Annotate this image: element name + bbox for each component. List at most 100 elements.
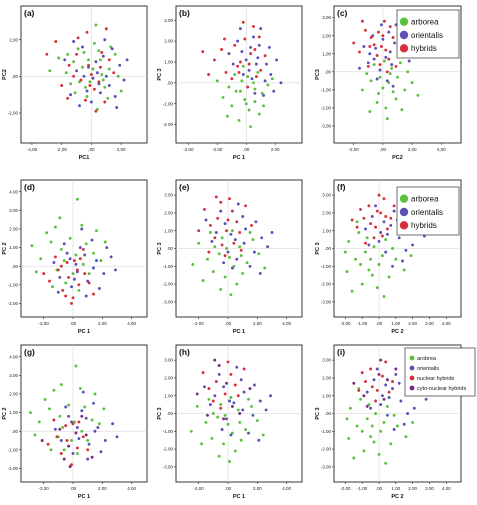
x-tick-label: 4.00 <box>282 486 291 491</box>
data-point <box>67 275 71 279</box>
data-point <box>236 64 240 68</box>
data-point <box>42 272 46 276</box>
data-point <box>239 248 243 252</box>
data-point <box>384 55 388 59</box>
legend-marker <box>409 355 415 361</box>
x-tick-label: .00 <box>243 147 250 152</box>
data-point <box>92 251 95 255</box>
data-point <box>227 85 231 89</box>
data-point <box>355 225 359 229</box>
data-point <box>80 414 84 418</box>
y-axis-label: PC 3 <box>315 407 321 419</box>
data-point <box>377 452 381 456</box>
x-tick-label: -4,00 <box>27 147 38 152</box>
data-point <box>72 74 76 78</box>
data-point <box>97 49 101 53</box>
data-point <box>252 81 255 85</box>
legend-label: hybrids <box>411 44 437 53</box>
data-point <box>397 381 401 385</box>
data-point <box>393 41 397 45</box>
data-point <box>264 408 268 412</box>
data-point <box>201 50 205 54</box>
data-point <box>254 220 258 224</box>
data-point <box>394 257 398 261</box>
data-point <box>375 77 379 81</box>
data-point <box>237 118 241 122</box>
data-point <box>262 104 266 108</box>
data-point <box>402 422 406 426</box>
x-tick-label: -4.00 <box>183 147 194 152</box>
data-point <box>71 422 75 426</box>
data-point <box>37 420 41 424</box>
data-point <box>81 435 85 439</box>
data-point <box>235 220 239 224</box>
data-point <box>402 268 406 272</box>
data-point <box>382 197 386 201</box>
series-hybrids <box>350 193 396 245</box>
data-point <box>389 223 393 227</box>
data-point <box>68 465 72 469</box>
data-point <box>78 104 81 108</box>
data-point <box>81 45 84 49</box>
data-point <box>230 209 234 213</box>
series-orientalis <box>227 27 283 97</box>
data-point <box>252 25 255 28</box>
data-point <box>350 289 354 293</box>
data-point <box>100 73 104 76</box>
data-point <box>380 254 384 258</box>
data-point <box>362 394 366 398</box>
data-point <box>267 45 271 49</box>
data-point <box>250 223 253 227</box>
data-point <box>352 41 356 45</box>
series-orientalis <box>204 202 274 275</box>
data-point <box>256 70 260 74</box>
data-point <box>388 25 392 29</box>
data-point <box>235 282 239 286</box>
y-tick-label: -3.00 <box>163 299 174 304</box>
data-point <box>233 449 237 453</box>
data-point <box>203 207 206 211</box>
data-point <box>400 108 404 112</box>
data-point <box>34 270 38 274</box>
data-point <box>104 74 108 78</box>
data-point <box>364 380 367 383</box>
data-point <box>70 439 73 442</box>
data-point <box>222 261 226 265</box>
data-point <box>200 442 204 446</box>
plot-frame <box>175 5 303 144</box>
data-point <box>71 296 75 300</box>
data-point <box>243 37 247 41</box>
data-point <box>214 231 218 234</box>
data-point <box>384 250 388 254</box>
legend-marker <box>409 375 415 381</box>
data-point <box>345 270 349 274</box>
legend-marker <box>399 17 409 26</box>
data-point <box>229 396 233 399</box>
data-point <box>207 397 211 401</box>
data-point <box>248 231 252 234</box>
data-point <box>369 406 373 410</box>
y-tick-label: -2,00 <box>321 106 332 111</box>
data-point <box>84 242 88 246</box>
data-point <box>46 442 50 446</box>
data-point <box>91 76 95 80</box>
data-point <box>382 59 386 63</box>
data-point <box>231 62 235 66</box>
x-tick-label: 4.00 <box>442 486 451 491</box>
data-point <box>72 60 76 64</box>
y-tick-label: 2,00 <box>322 33 331 38</box>
data-point <box>365 404 369 408</box>
data-point <box>263 79 267 83</box>
y-tick-label: 3.00 <box>164 193 173 198</box>
data-point <box>81 390 85 394</box>
y-tick-label: 1.00 <box>9 410 18 415</box>
y-tick-label: 3.00 <box>322 358 331 363</box>
data-point <box>257 438 261 442</box>
data-point <box>254 62 258 66</box>
legend-marker <box>399 221 409 230</box>
data-point <box>388 72 392 76</box>
data-point <box>81 65 84 69</box>
data-point <box>226 360 230 364</box>
data-point <box>225 417 228 421</box>
